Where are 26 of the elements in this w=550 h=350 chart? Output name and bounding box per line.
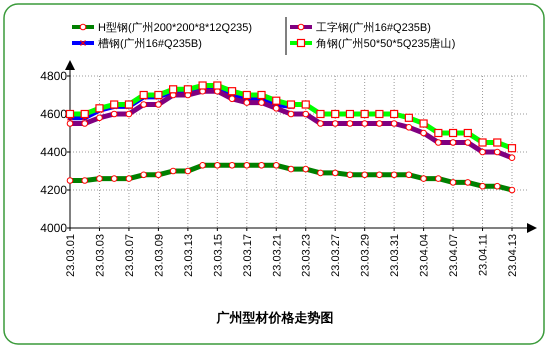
y-tick-label: 4600 [40, 107, 68, 121]
y-tick-label: 4400 [40, 145, 68, 159]
y-tick-label: 4000 [40, 221, 68, 235]
legend-label: 工字钢(广州16#Q235B) [316, 21, 431, 34]
x-tick-label: 23.03.29 [360, 234, 372, 277]
x-tick-label: 23.04.04 [418, 234, 431, 277]
y-tick-label: 4200 [40, 183, 68, 197]
x-tick-label: 23.03.21 [271, 234, 284, 277]
x-tick-label: 23.03.31 [389, 234, 402, 277]
x-tick-label: 23.04.07 [448, 234, 460, 277]
x-tick-label: 23.03.03 [94, 234, 106, 277]
x-tick-label: 23.03.09 [153, 234, 166, 277]
x-tick-label: 23.03.17 [242, 234, 254, 277]
x-tick-label: 23.03.01 [65, 234, 77, 277]
x-tick-label: 23.03.23 [300, 234, 313, 277]
x-tick-label: 23.04.11 [478, 234, 490, 276]
x-tick-label: 23.03.07 [124, 234, 136, 277]
y-tick-label: 4800 [40, 69, 68, 83]
legend-label: 槽钢(广州16#Q235B) [98, 37, 202, 50]
text: 广州型材价格走势图 [216, 310, 334, 325]
x-tick-label: 23.04.13 [507, 234, 519, 277]
legend-label: 角钢(广州50*50*5Q235唐山) [316, 37, 456, 50]
legend-label: H型钢(广州200*200*8*12Q235) [98, 21, 252, 34]
x-tick-label: 23.03.13 [182, 234, 195, 277]
x-tick-label: 23.03.15 [212, 234, 224, 277]
x-tick-label: 23.03.27 [330, 234, 342, 277]
